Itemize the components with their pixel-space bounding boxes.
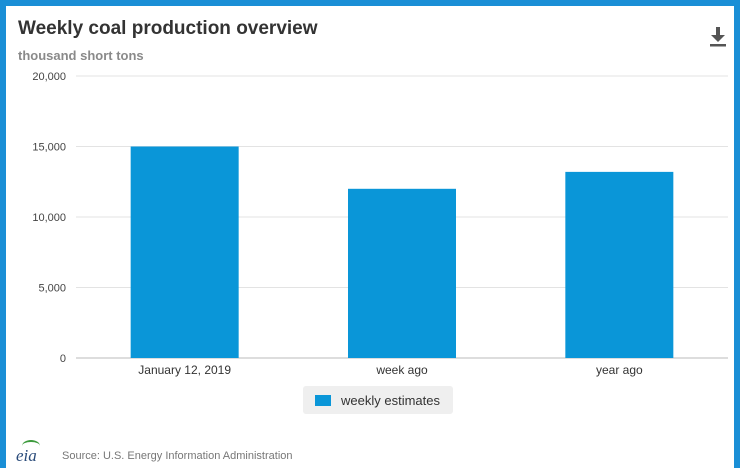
y-tick-label: 10,000 (32, 212, 66, 224)
x-tick-label: January 12, 2019 (138, 363, 231, 377)
legend-label: weekly estimates (341, 392, 440, 408)
bar-chart: 0 5,000 10,000 15,000 20,000 January 12, 2019… (32, 71, 728, 377)
x-tick-label: year ago (596, 363, 643, 377)
source-note: Source: U.S. Energy Information Administ… (62, 450, 293, 462)
bar (130, 146, 239, 358)
y-tick-label: 5,000 (38, 283, 66, 295)
legend-swatch (315, 394, 331, 406)
chart-subtitle: thousand short tons (18, 48, 144, 63)
footer: eia Source: U.S. Energy Information Admi… (16, 440, 293, 466)
legend-item-weekly-estimates[interactable]: weekly estimates (303, 386, 453, 414)
eia-logo: eia (16, 440, 50, 466)
chart-card: Weekly coal production overview thousand… (6, 6, 734, 468)
x-tick-label: week ago (375, 363, 428, 377)
y-tick-label: 0 (60, 353, 66, 365)
bar (565, 171, 674, 358)
y-tick-label: 20,000 (32, 71, 66, 83)
y-tick-label: 15,000 (32, 142, 66, 154)
chart-title: Weekly coal production overview (18, 18, 318, 39)
download-icon[interactable] (706, 24, 730, 48)
bar (348, 188, 456, 358)
